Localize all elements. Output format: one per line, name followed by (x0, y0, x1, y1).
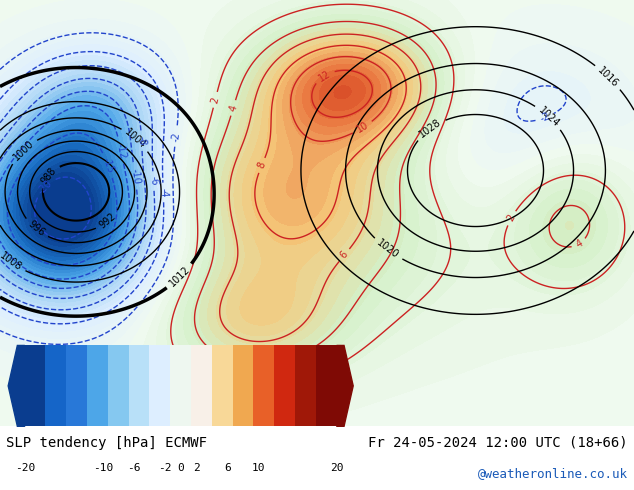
FancyArrow shape (8, 345, 25, 426)
Text: 10: 10 (355, 120, 370, 135)
Text: -10: -10 (93, 463, 113, 473)
Text: -2: -2 (539, 111, 552, 124)
Bar (254, 345, 275, 426)
Text: @weatheronline.co.uk: @weatheronline.co.uk (477, 467, 628, 480)
Text: 1028: 1028 (418, 117, 443, 140)
Text: 6: 6 (224, 463, 231, 473)
Bar (212, 345, 233, 426)
Text: 2: 2 (210, 96, 221, 104)
Bar (87, 345, 108, 426)
Text: 996: 996 (26, 219, 46, 239)
Text: -6: -6 (127, 463, 141, 473)
Text: 4: 4 (574, 238, 585, 250)
Text: 2: 2 (193, 463, 200, 473)
Text: SLP tendency [hPa] ECMWF: SLP tendency [hPa] ECMWF (6, 436, 207, 450)
Text: 988: 988 (39, 165, 58, 186)
Text: -20: -20 (36, 177, 55, 196)
Text: -4: -4 (158, 188, 169, 197)
Text: -20: -20 (15, 463, 35, 473)
Bar (150, 345, 171, 426)
Text: 10: 10 (252, 463, 266, 473)
Text: -2: -2 (171, 131, 181, 142)
Text: 2: 2 (505, 213, 517, 223)
Text: -15: -15 (101, 157, 115, 175)
Bar (46, 345, 67, 426)
Text: -6: -6 (148, 176, 158, 186)
Text: 4: 4 (228, 103, 239, 112)
Bar (295, 345, 316, 426)
Text: 12: 12 (316, 69, 332, 83)
Bar (129, 345, 150, 426)
Bar (191, 345, 212, 426)
Bar (25, 345, 46, 426)
Text: 1016: 1016 (596, 65, 621, 89)
FancyArrow shape (337, 345, 353, 426)
Bar (275, 345, 295, 426)
Text: 0: 0 (178, 463, 184, 473)
Text: 1012: 1012 (167, 265, 192, 289)
Bar (316, 345, 337, 426)
Bar (67, 345, 87, 426)
Text: 992: 992 (98, 211, 119, 231)
Bar (233, 345, 254, 426)
Text: -8: -8 (136, 136, 147, 146)
Text: 1000: 1000 (11, 139, 36, 163)
Text: 1020: 1020 (375, 238, 401, 261)
Text: 1008: 1008 (0, 251, 23, 273)
Bar (171, 345, 191, 426)
Text: Fr 24-05-2024 12:00 UTC (18+66): Fr 24-05-2024 12:00 UTC (18+66) (368, 436, 628, 450)
Text: 1004: 1004 (123, 127, 148, 151)
Text: 8: 8 (256, 161, 268, 170)
Text: -10: -10 (129, 169, 141, 185)
Text: -12: -12 (115, 142, 127, 160)
Text: -2: -2 (158, 463, 172, 473)
Text: 1024: 1024 (536, 105, 561, 129)
Text: 6: 6 (339, 250, 350, 261)
Bar (108, 345, 129, 426)
Text: 20: 20 (330, 463, 344, 473)
